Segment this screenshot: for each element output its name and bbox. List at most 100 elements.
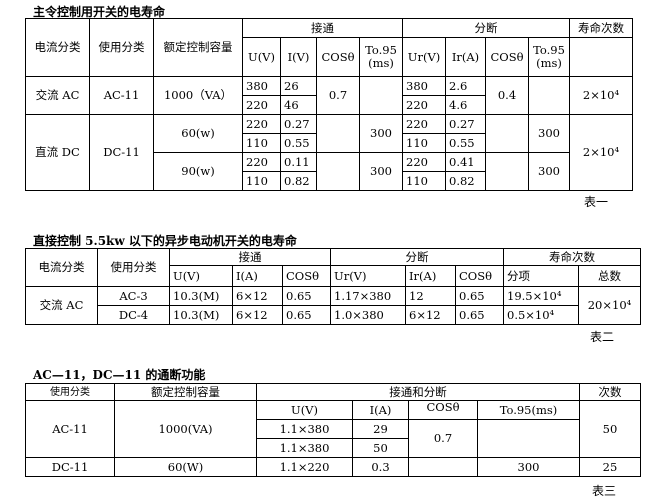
header-i: I(A) (232, 265, 283, 287)
cell-ur: 1.0×380 (330, 305, 406, 325)
header-life-empty (569, 37, 633, 77)
table2: 电流分类 使用分类 接通 分断 寿命次数 U(V) I(A) COSθ Ur(V… (25, 248, 641, 325)
cell-ac-usage: AC-11 (89, 76, 154, 115)
header-cos: COSθ (316, 37, 360, 77)
cell-u: 380 (242, 76, 281, 96)
cell-dc-rated: 60(w) (153, 114, 243, 153)
header-ir: Ir(A) (405, 265, 456, 287)
cell-u: 220 (242, 152, 281, 172)
header-part: 分项 (503, 265, 579, 287)
cell-cos-break: 0.65 (455, 286, 504, 306)
cell-u: 1.1×220 (256, 457, 353, 477)
cell-dc-usage: DC-11 (89, 114, 154, 191)
cell-i: 50 (352, 438, 409, 458)
header-i: I(V) (280, 37, 317, 77)
cell-cos: 0.7 (408, 419, 478, 458)
cell-ir: 0.41 (445, 152, 486, 172)
cell-u: 220 (242, 114, 281, 134)
header-ur: Ur(V) (330, 265, 406, 287)
cell-empty (359, 76, 403, 115)
cell-ir: 12 (405, 286, 456, 306)
cell-ir: 0.55 (445, 133, 486, 153)
cell-i: 0.27 (280, 114, 317, 134)
cell-t-make: 300 (359, 152, 403, 191)
cell-dc-usage: DC-11 (25, 457, 115, 477)
cell-cos: 0.65 (282, 305, 331, 325)
cell-i: 6×12 (232, 286, 283, 306)
table1: 电流分类 使用分类 额定控制容量 接通 分断 寿命次数 U(V) I(V) CO… (25, 18, 633, 191)
header-usage: 使用分类 (97, 248, 170, 287)
cell-t-break: 300 (528, 114, 570, 153)
cell-i: 0.55 (280, 133, 317, 153)
cell-ac-rated: 1000（VA） (153, 76, 243, 115)
cell-ur: 110 (402, 133, 446, 153)
cell-part: 0.5×10⁴ (503, 305, 579, 325)
cell-t-make: 300 (359, 114, 403, 153)
header-i: I(A) (352, 400, 409, 420)
cell-i: 0.11 (280, 152, 317, 172)
header-cos: COSθ (282, 265, 331, 287)
header-u: U(V) (169, 265, 233, 287)
cell-u: 110 (242, 171, 281, 191)
header-ir: Ir(A) (445, 37, 486, 77)
header-u: U(V) (242, 37, 281, 77)
header-total: 总数 (578, 265, 641, 287)
cell-i: 6×12 (232, 305, 283, 325)
header-u: U(V) (256, 400, 353, 420)
header-cos-break: COSθ (485, 37, 529, 77)
cell-u: 10.3(M) (169, 286, 233, 306)
cell-u: 1.1×380 (256, 438, 353, 458)
cell-ir: 2.6 (445, 76, 486, 96)
header-t-break: To.95 (ms) (528, 37, 570, 77)
cell-i: 29 (352, 419, 409, 439)
cell-ir: 6×12 (405, 305, 456, 325)
cell-empty (485, 114, 529, 153)
cell-ac-type: 交流 AC (25, 76, 90, 115)
cell-ur: 380 (402, 76, 446, 96)
cell-t: 300 (477, 457, 580, 477)
cell-i: 26 (280, 76, 317, 96)
cell-usage: DC-4 (97, 305, 170, 325)
header-t: To.95(ms) (477, 400, 580, 420)
header-break: 分断 (402, 18, 570, 38)
cell-t-break: 300 (528, 152, 570, 191)
cell-i: 0.3 (352, 457, 409, 477)
cell-ac-usage: AC-11 (25, 400, 115, 458)
cell-i: 46 (280, 95, 317, 115)
cell-empty (485, 152, 529, 191)
cell-u: 10.3(M) (169, 305, 233, 325)
cell-ur: 220 (402, 114, 446, 134)
cell-dc-rated: 90(w) (153, 152, 243, 191)
header-current-type: 电流分类 (25, 248, 98, 287)
table1-title: 主令控制用开关的电寿命 (33, 5, 166, 19)
cell-empty (477, 419, 580, 458)
table2-caption: 表二 (590, 330, 615, 344)
cell-dc-rated: 60(W) (114, 457, 257, 477)
cell-empty (528, 76, 570, 115)
cell-cos-break: 0.65 (455, 305, 504, 325)
cell-ur: 1.17×380 (330, 286, 406, 306)
header-t: To.95 (ms) (359, 37, 403, 77)
table3-title: AC—11，DC—11 的通断功能 (33, 368, 206, 382)
cell-u: 220 (242, 95, 281, 115)
cell-u: 1.1×380 (256, 419, 353, 439)
header-usage: 使用分类 (89, 18, 154, 77)
cell-part: 19.5×10⁴ (503, 286, 579, 306)
cell-ur: 110 (402, 171, 446, 191)
header-cos: COSθ (408, 400, 478, 420)
cell-ac-life: 2×10⁴ (569, 76, 633, 115)
cell-ur: 220 (402, 152, 446, 172)
cell-dc-type: 直流 DC (25, 114, 90, 191)
table1-caption: 表一 (584, 195, 609, 209)
header-count: 次数 (579, 383, 641, 401)
cell-dc-life: 2×10⁴ (569, 114, 633, 191)
cell-u: 110 (242, 133, 281, 153)
header-make: 接通 (242, 18, 403, 38)
cell-ir: 0.27 (445, 114, 486, 134)
header-make: 接通 (169, 248, 331, 266)
cell-empty (408, 457, 478, 477)
cell-cos: 0.65 (282, 286, 331, 306)
header-current-type: 电流分类 (25, 18, 90, 77)
cell-dc-count: 25 (579, 457, 641, 477)
table3: 使用分类 额定控制容量 接通和分断 次数 AC-11 1000(VA) U(V)… (25, 383, 641, 477)
